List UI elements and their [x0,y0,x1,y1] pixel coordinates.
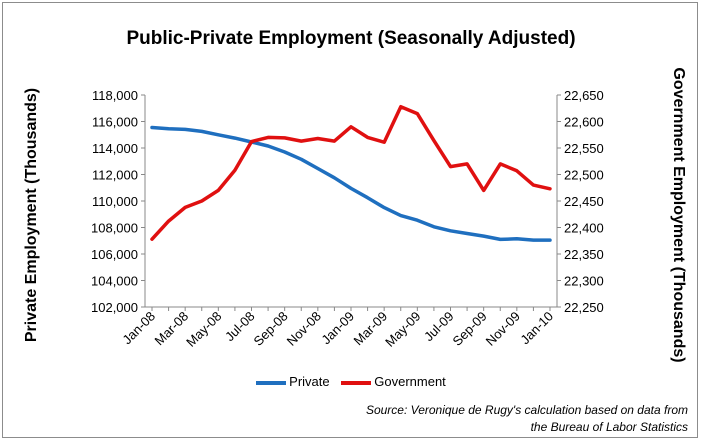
y-left-tick-label: 110,000 [92,194,138,209]
y-right-tick-label: 22,500 [564,168,604,183]
legend: Private Government [0,374,702,389]
legend-label-private: Private [289,374,330,389]
y-left-tick-label: 112,000 [92,168,138,183]
series-line-government [150,104,552,241]
legend-swatch-private [256,380,287,385]
x-tick-label: Jan-10 [517,309,556,348]
legend-item-government: Government [341,374,446,389]
x-tick-label: Sep-09 [450,309,490,349]
y-left-tick-label: 114,000 [92,141,138,156]
x-tick-label: Jan-09 [318,309,357,348]
y-right-tick-label: 22,350 [564,247,604,262]
x-tick-label: May-09 [382,309,423,350]
y-right-tick-label: 22,300 [564,274,604,289]
y-left-tick-label: 116,000 [92,115,138,130]
y-right-tick-label: 22,600 [564,115,604,130]
y-right-tick-label: 22,250 [564,300,604,315]
legend-item-private: Private [256,374,330,389]
x-tick-label: Sep-08 [251,309,291,349]
y-left-tick-label: 118,000 [92,88,138,103]
y-left-tick-label: 106,000 [91,247,138,262]
y-left-tick-label: 104,000 [91,274,138,289]
source-line-2: the Bureau of Labor Statistics [530,420,688,434]
source-line-1: Source: Veronique de Rugy's calculation … [365,403,688,417]
y-right-tick-label: 22,450 [564,194,604,209]
y-right-tick-label: 22,650 [564,88,604,103]
chart-frame [2,2,698,438]
x-tick-label: Nov-09 [483,309,523,349]
y-left-tick-label: 102,000 [91,300,138,315]
y-left-tick-label: 108,000 [91,221,138,236]
legend-label-government: Government [374,374,446,389]
y-right-tick-label: 22,550 [564,141,604,156]
series-line-private [150,125,552,242]
source-note: Source: Veronique de Rugy's calculation … [228,402,688,436]
legend-swatch-government [341,380,372,385]
chart-title: Public-Private Employment (Seasonally Ad… [126,28,576,49]
y-right-tick-label: 22,400 [564,221,604,236]
x-tick-label: Nov-08 [284,309,324,349]
x-tick-label: May-08 [183,309,224,350]
